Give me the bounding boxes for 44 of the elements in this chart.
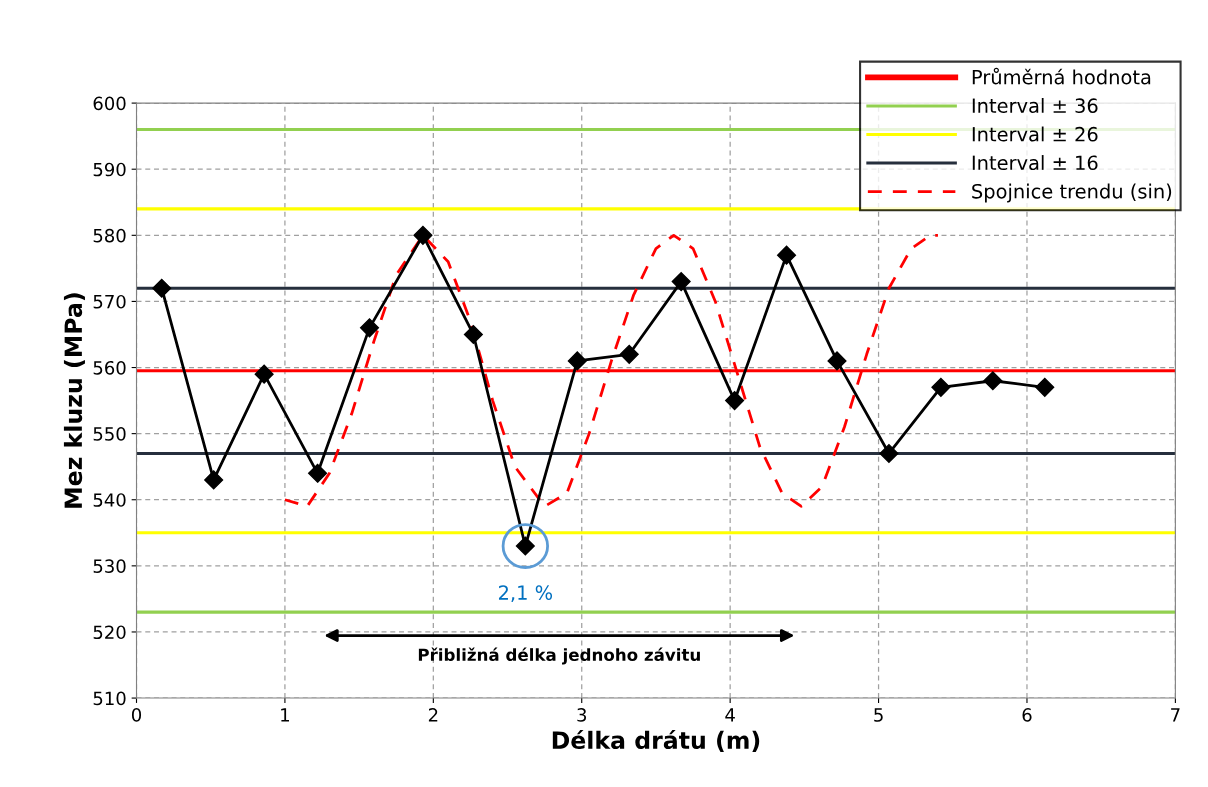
x-tick-label: 1: [281, 708, 289, 722]
legend-label: Interval ± 36: [972, 97, 1098, 114]
x-tick-label: 5: [874, 708, 883, 722]
y-tick-label: 590: [93, 162, 126, 177]
y-tick-label: 580: [93, 228, 126, 243]
legend-label: Průměrná hodnota: [972, 67, 1151, 85]
point: [983, 371, 1003, 391]
point: [879, 443, 899, 464]
point: [827, 351, 847, 371]
y-axis-title: Mez kluzu (MPa): [63, 293, 85, 508]
y-tick-label: 540: [93, 493, 126, 507]
x-tick-label: 4: [725, 708, 735, 722]
point: [204, 470, 224, 490]
point: [359, 318, 380, 338]
annotation: 2,1 %: [498, 585, 553, 602]
legend-label: Interval ± 16: [972, 155, 1098, 171]
point: [777, 245, 797, 265]
x-tick-label: 0: [131, 708, 142, 722]
point: [413, 225, 433, 245]
point: [671, 272, 691, 292]
x-tick-label: 6: [1022, 708, 1032, 722]
x-tick-label: 3: [577, 708, 587, 722]
point: [567, 351, 587, 371]
point: [463, 324, 483, 345]
point: [152, 278, 172, 298]
y-tick-label: 560: [93, 360, 126, 375]
y-tick-label: 510: [93, 691, 126, 706]
y-tick-label: 600: [93, 96, 126, 111]
x-tick-label: 2: [428, 708, 438, 722]
point: [308, 463, 328, 483]
x-tick-label: 7: [1171, 708, 1180, 722]
y-tick-label: 570: [93, 294, 126, 309]
y-tick-label: 520: [93, 625, 126, 640]
legend-label: Interval ± 26: [972, 126, 1098, 142]
y-tick-label: 550: [93, 427, 126, 441]
y-tick-label: 530: [93, 559, 126, 573]
point: [254, 364, 274, 384]
point: [619, 344, 639, 364]
x-axis-title: Délka drátu (m): [552, 729, 760, 752]
legend-label: Spojnice trendu (sin): [972, 183, 1172, 203]
point: [931, 377, 951, 397]
point: [1035, 377, 1055, 397]
annotation: Přibližná délka jednoho závitu: [418, 647, 700, 665]
point: [725, 391, 745, 411]
